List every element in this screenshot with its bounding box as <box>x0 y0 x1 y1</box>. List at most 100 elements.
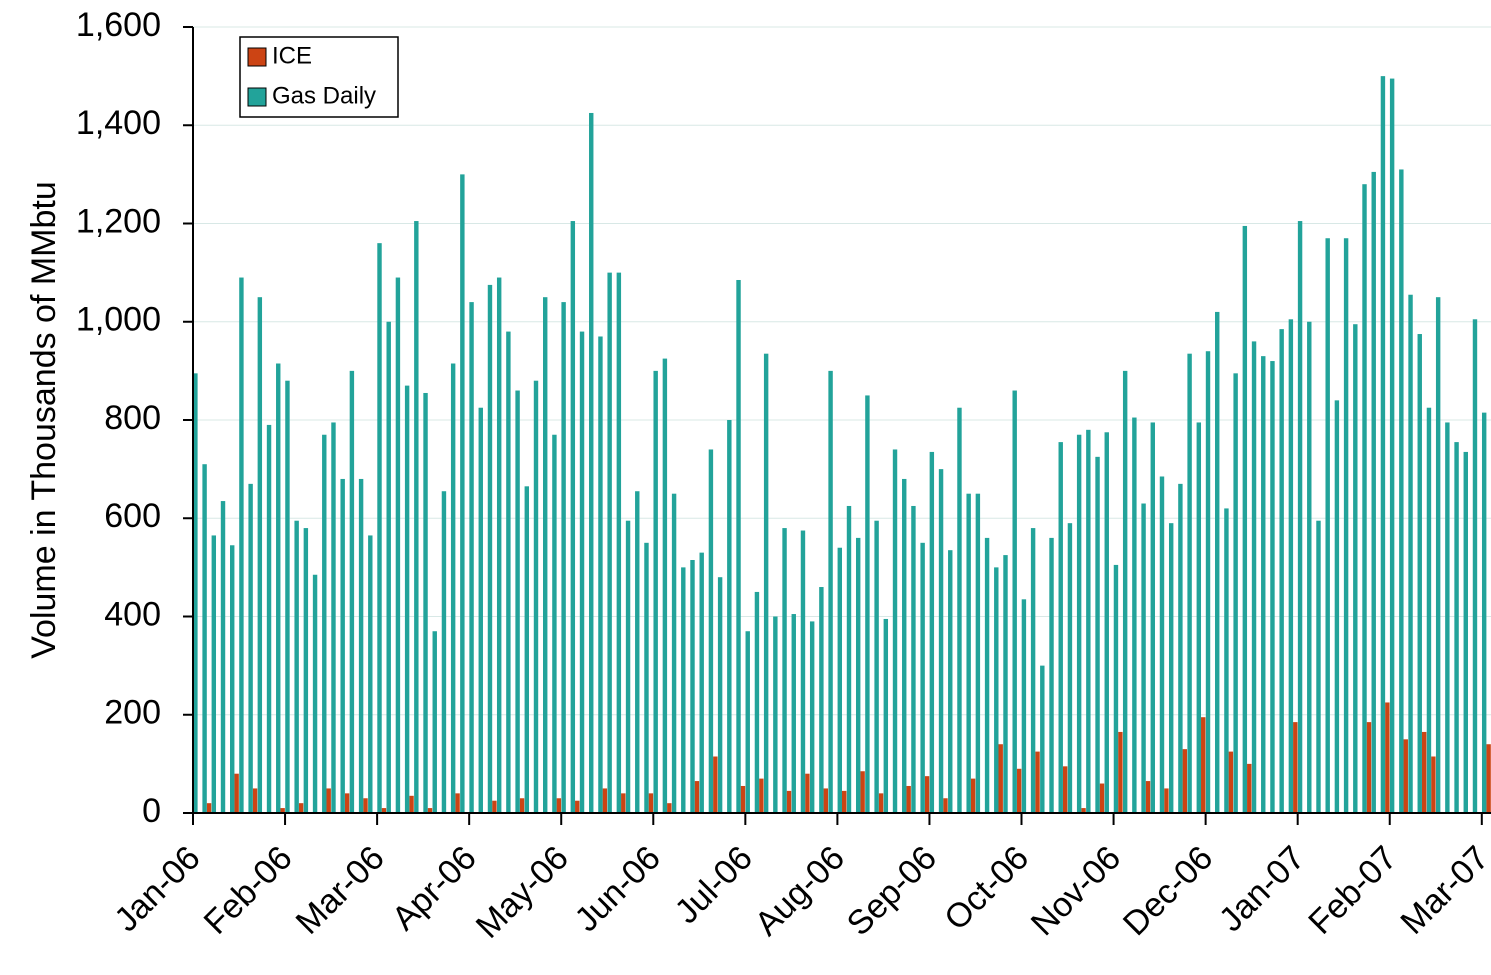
bar <box>602 788 608 813</box>
bar <box>1040 665 1045 813</box>
bar <box>598 336 603 813</box>
bar <box>478 407 483 813</box>
bar <box>1445 422 1450 813</box>
bar <box>809 621 815 813</box>
legend-swatch <box>247 47 267 67</box>
bar <box>252 788 258 813</box>
bar <box>1288 319 1294 813</box>
bar <box>1481 412 1487 813</box>
bar <box>865 395 870 813</box>
bar <box>441 491 447 813</box>
bar <box>1408 294 1413 813</box>
bar <box>211 535 217 813</box>
bar <box>874 520 879 813</box>
bar <box>1159 476 1165 813</box>
bar <box>878 793 884 813</box>
bar <box>819 587 824 813</box>
bar <box>823 788 829 813</box>
bar <box>1049 537 1054 813</box>
bar <box>929 451 935 813</box>
y-tick-label: 1,200 <box>76 202 161 240</box>
bar <box>363 798 368 813</box>
x-tick-label: Apr-06 <box>385 839 484 938</box>
bar <box>1062 766 1068 813</box>
bar <box>469 302 474 813</box>
bar <box>837 547 842 813</box>
bar <box>648 793 654 813</box>
bar <box>1417 334 1422 813</box>
bar <box>1421 731 1427 813</box>
x-tick-label: Dec-06 <box>1116 839 1220 943</box>
bar <box>579 331 585 813</box>
bar <box>1205 351 1211 813</box>
bar <box>842 790 847 813</box>
bar <box>1168 523 1174 813</box>
bar <box>1058 442 1063 813</box>
bar <box>773 616 778 813</box>
bar <box>1016 768 1022 813</box>
bar <box>589 112 594 813</box>
bar <box>924 776 930 813</box>
bar <box>1099 783 1105 813</box>
bar <box>1086 429 1091 813</box>
x-tick-label: Mar-06 <box>289 839 392 942</box>
bar <box>1141 503 1146 813</box>
bar <box>713 756 718 813</box>
bar <box>552 434 557 813</box>
bar <box>740 785 746 813</box>
y-axis-title: Volume in Thousands of MMbtu <box>25 181 63 659</box>
bar <box>1399 169 1404 813</box>
bar <box>1325 238 1330 814</box>
bar <box>1150 422 1155 813</box>
bar <box>414 221 419 813</box>
bar <box>460 174 465 813</box>
bar <box>533 380 539 813</box>
bar <box>519 798 525 813</box>
bar <box>662 358 668 813</box>
bar <box>1104 432 1109 813</box>
x-tick-label: Jul-06 <box>668 839 760 931</box>
bar <box>1454 442 1459 813</box>
bar <box>266 424 272 813</box>
bar <box>948 550 953 813</box>
bar <box>1261 356 1266 813</box>
bar <box>1122 370 1128 813</box>
bar <box>1316 520 1321 813</box>
bar <box>957 407 962 813</box>
bar <box>1426 407 1432 813</box>
bar <box>377 243 382 813</box>
bar <box>349 370 355 813</box>
bar <box>556 798 562 813</box>
bar <box>681 567 686 813</box>
y-tick-label: 1,000 <box>76 301 161 339</box>
bar <box>1389 78 1395 814</box>
bar <box>294 520 299 813</box>
bar <box>1076 434 1082 813</box>
bar <box>1385 702 1390 813</box>
bar <box>322 434 327 813</box>
bar <box>911 505 916 813</box>
y-tick-label: 1,400 <box>76 104 161 142</box>
bar <box>257 297 263 813</box>
x-tick-label: Oct-06 <box>937 839 1036 938</box>
legend-label: ICE <box>272 42 312 69</box>
y-tick-label: 1,600 <box>76 6 161 44</box>
bar <box>202 464 207 813</box>
bar <box>515 390 520 813</box>
bar <box>1132 417 1137 813</box>
bar <box>1145 781 1151 813</box>
bar <box>667 803 672 813</box>
bar <box>1035 751 1040 813</box>
bar <box>220 501 226 813</box>
bar <box>358 478 364 813</box>
bar <box>450 363 456 813</box>
bar <box>1178 483 1183 813</box>
bar <box>1182 749 1188 813</box>
bar <box>970 778 976 813</box>
bar <box>1463 451 1468 813</box>
x-tick-label: May-06 <box>469 839 576 946</box>
bar <box>1242 225 1248 814</box>
bar <box>1353 324 1358 813</box>
bar <box>312 574 318 813</box>
